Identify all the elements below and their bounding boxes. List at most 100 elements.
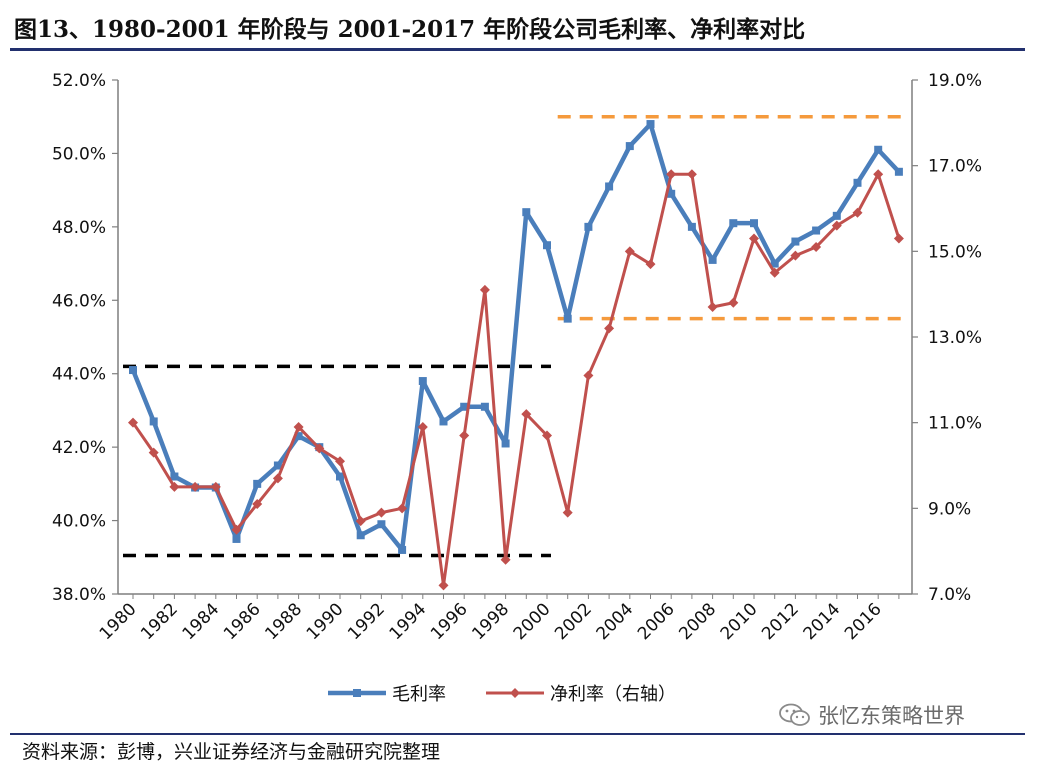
net-margin-point — [231, 524, 242, 535]
net-margin-point — [479, 284, 490, 295]
x-tick-label: 1994 — [386, 599, 431, 644]
footer-rule — [10, 733, 1025, 735]
left-tick-label: 50.0% — [52, 144, 106, 164]
x-tick-label: 2008 — [675, 599, 720, 644]
net-margin-point — [417, 421, 428, 432]
x-tick-label: 2016 — [841, 599, 886, 644]
net-margin-point — [666, 169, 677, 180]
net-margin-point — [707, 302, 718, 313]
net-margin-point — [128, 417, 138, 428]
gross-margin-point — [750, 219, 758, 228]
gross-margin-point — [377, 520, 386, 529]
gross-margin-point — [480, 402, 489, 411]
gross-margin-point — [687, 222, 696, 231]
title-underline — [10, 48, 1025, 51]
gross-margin-point — [294, 432, 303, 441]
net-margin-point — [728, 297, 739, 308]
x-tick-label: 1980 — [96, 599, 141, 644]
right-tick-label: 7.0% — [928, 585, 971, 605]
gross-margin-point — [853, 178, 862, 187]
x-tick-label: 2010 — [717, 599, 762, 644]
gross-margin-point — [605, 182, 614, 191]
right-tick-label: 13.0% — [928, 328, 982, 348]
gross-margin-point — [729, 219, 738, 228]
gross-margin-point — [418, 377, 427, 386]
gross-margin-point — [149, 417, 158, 426]
series-line-net-margin — [131, 172, 901, 587]
net-margin-point — [686, 169, 697, 180]
gross-margin-point — [170, 472, 179, 481]
gross-margin-point — [253, 479, 262, 488]
net-margin-point — [169, 481, 180, 492]
net-margin-point — [272, 473, 283, 484]
gross-margin-point — [439, 417, 448, 426]
left-tick-label: 52.0% — [52, 71, 106, 91]
net-margin-point — [790, 250, 801, 261]
net-margin-point — [893, 233, 904, 244]
legend-label-net-margin: 净利率（右轴） — [550, 684, 676, 705]
x-tick-label: 1992 — [344, 599, 389, 644]
wechat-icon — [779, 703, 810, 726]
gross-margin-point — [832, 211, 841, 220]
left-tick-label: 44.0% — [52, 365, 106, 385]
net-margin-point — [190, 481, 201, 492]
gross-margin-point — [522, 208, 531, 217]
gross-margin-point — [336, 472, 344, 481]
gross-margin-point — [273, 461, 282, 470]
net-margin-point — [438, 580, 449, 591]
net-margin-point — [542, 430, 552, 441]
gross-margin-point — [543, 241, 551, 250]
gross-margin-point — [563, 314, 572, 323]
gross-margin-point — [667, 189, 676, 198]
x-tick-label: 2014 — [800, 599, 845, 644]
net-margin-point — [397, 503, 408, 514]
watermark: 张忆东策略世界 — [778, 700, 965, 730]
gross-margin-point — [356, 531, 365, 540]
x-tick-label: 1984 — [179, 599, 224, 644]
net-margin-point — [811, 242, 822, 253]
net-margin-point — [500, 554, 511, 565]
x-tick-label: 1986 — [220, 599, 265, 644]
net-margin-point — [252, 499, 263, 510]
left-tick-label: 42.0% — [52, 438, 106, 458]
gross-margin-point — [646, 120, 655, 129]
left-tick-label: 40.0% — [52, 512, 106, 532]
gross-margin-point — [398, 545, 407, 554]
gross-margin-point — [460, 402, 469, 411]
x-tick-label: 2004 — [593, 599, 638, 644]
gross-margin-point — [770, 259, 779, 268]
legend-label-gross-margin: 毛利率 — [392, 684, 446, 705]
net-margin-point — [148, 447, 159, 458]
x-tick-label: 2002 — [551, 599, 596, 644]
net-margin-point — [335, 456, 345, 467]
right-tick-label: 15.0% — [928, 242, 982, 262]
x-tick-label: 1996 — [427, 599, 472, 644]
net-margin-point — [210, 481, 221, 492]
net-margin-point — [645, 259, 656, 270]
legend-marker-gross-margin — [353, 689, 361, 697]
net-margin-point — [314, 443, 325, 454]
left-tick-label: 46.0% — [52, 291, 106, 311]
net-margin-point — [852, 207, 863, 218]
net-margin-point — [769, 267, 780, 278]
net-margin-point — [873, 169, 884, 180]
x-tick-label: 1982 — [137, 599, 182, 644]
gross-margin-point — [232, 534, 241, 543]
net-margin-point — [562, 507, 573, 518]
net-margin-point — [376, 507, 387, 518]
left-tick-label: 48.0% — [52, 218, 106, 238]
gross-margin-point — [708, 255, 717, 264]
gross-margin-point — [625, 142, 634, 151]
net-margin-point — [355, 516, 366, 527]
net-margin-point — [521, 409, 532, 420]
right-tick-label: 17.0% — [928, 157, 982, 177]
right-tick-label: 19.0% — [928, 71, 982, 91]
net-margin-point — [604, 323, 615, 334]
x-tick-label: 1988 — [261, 599, 306, 644]
left-tick-label: 38.0% — [52, 585, 106, 605]
right-tick-label: 9.0% — [928, 499, 971, 519]
source-note: 资料来源：彭博，兴业证券经济与金融研究院整理 — [22, 741, 441, 763]
gross-margin-point — [812, 226, 821, 235]
x-tick-label: 1998 — [468, 599, 513, 644]
